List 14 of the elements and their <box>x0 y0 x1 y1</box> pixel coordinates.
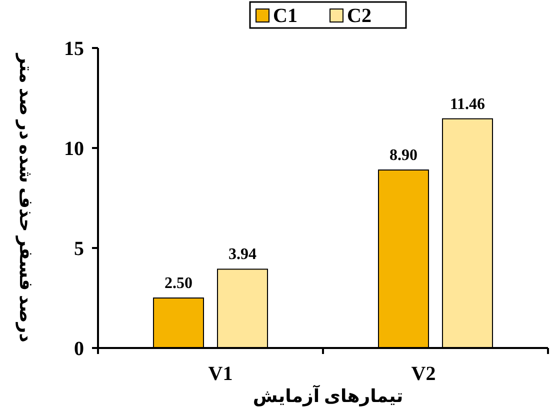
data-label: 11.46 <box>450 96 486 113</box>
y-tick-label: 5 <box>74 238 84 260</box>
y-tick-label: 15 <box>64 38 84 60</box>
x-tick-label: V2 <box>411 363 436 385</box>
x-tick-label: V1 <box>208 363 233 385</box>
y-axis-title: درصد فسفر حذف شده در صد متر <box>15 52 36 342</box>
data-label: 8.90 <box>390 147 418 164</box>
y-tick-label: 0 <box>74 338 84 360</box>
y-tick-label: 10 <box>64 138 84 160</box>
legend-label: C1 <box>273 5 298 27</box>
legend-label: C2 <box>347 5 372 27</box>
data-label: 3.94 <box>228 246 256 264</box>
data-label: 2.50 <box>164 275 192 292</box>
x-axis-title: تیمارهای آزمایش <box>252 384 404 407</box>
